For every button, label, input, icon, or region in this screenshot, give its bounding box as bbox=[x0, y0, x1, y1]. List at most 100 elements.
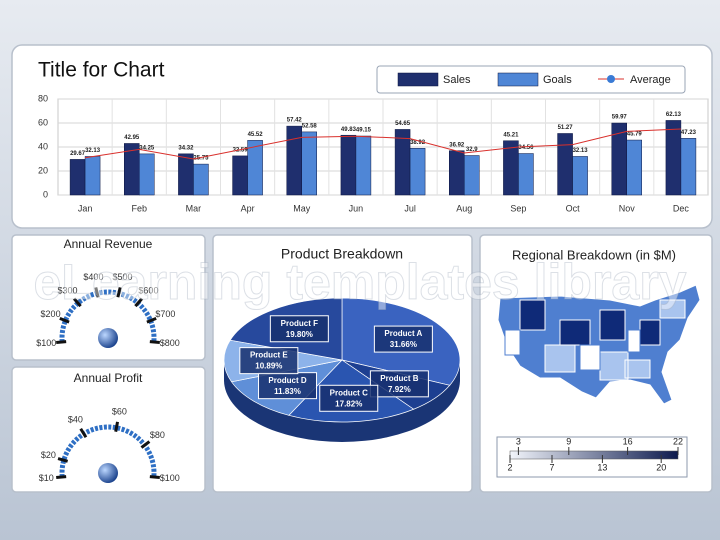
x-tick-label: Oct bbox=[566, 203, 581, 213]
data-label-box bbox=[319, 384, 379, 412]
bar bbox=[301, 131, 317, 196]
x-tick-label: Jan bbox=[78, 203, 93, 213]
value-label: 38.92 bbox=[410, 140, 426, 146]
category-label: Product C bbox=[330, 388, 368, 397]
gauge-tick-label: $400 bbox=[83, 272, 103, 282]
value-label: 45.52 bbox=[248, 132, 264, 138]
map-title: Regional Breakdown (in $M) bbox=[512, 247, 676, 262]
x-tick-label: Apr bbox=[241, 203, 255, 213]
x-tick-label: May bbox=[293, 203, 311, 213]
gauge-tick-label: $600 bbox=[138, 285, 158, 295]
value-label: 52.58 bbox=[302, 123, 318, 129]
value-label: 32.59 bbox=[233, 147, 249, 153]
gauge-title: Annual Profit bbox=[74, 371, 143, 385]
watermark: eLearning templates library bbox=[33, 254, 686, 310]
color-scale-label: 20 bbox=[656, 462, 666, 472]
color-scale-label: 13 bbox=[597, 462, 607, 472]
legend-swatch bbox=[497, 72, 539, 87]
data-label-box bbox=[369, 370, 429, 398]
gauge-bulb bbox=[98, 463, 118, 483]
value-label: 29.67 bbox=[70, 151, 86, 157]
bar bbox=[665, 120, 682, 196]
x-tick-label: Feb bbox=[131, 203, 147, 213]
bar bbox=[449, 150, 465, 196]
gauge-tick-label: $60 bbox=[112, 406, 127, 416]
category-label: Product F bbox=[281, 319, 318, 328]
x-tick-label: Dec bbox=[673, 203, 690, 213]
color-scale-label: 16 bbox=[623, 436, 633, 446]
bar bbox=[193, 163, 209, 196]
category-label: Product A bbox=[384, 329, 422, 338]
y-tick-label: 80 bbox=[38, 93, 48, 103]
value-label: 11.83% bbox=[274, 387, 301, 396]
data-label-box bbox=[373, 325, 433, 353]
bar bbox=[680, 138, 697, 196]
bar bbox=[139, 153, 155, 196]
bar bbox=[247, 140, 263, 196]
x-tick-label: Jun bbox=[349, 203, 364, 213]
gauge-tick-label: $200 bbox=[41, 309, 61, 319]
legend-swatch bbox=[397, 72, 439, 87]
value-label: 59.97 bbox=[612, 115, 628, 121]
gauge-tick bbox=[146, 317, 157, 324]
legend-swatch bbox=[607, 75, 615, 83]
value-label: 49.15 bbox=[356, 128, 372, 134]
x-tick-label: Aug bbox=[456, 203, 472, 213]
value-label: 45.79 bbox=[627, 132, 643, 138]
gauge-tick-label: $700 bbox=[155, 309, 175, 319]
gauge-tick bbox=[56, 340, 67, 345]
value-label: 25.75 bbox=[193, 156, 209, 162]
gauge-tick-label: $40 bbox=[68, 415, 83, 425]
value-label: 19.80% bbox=[286, 330, 313, 339]
bar bbox=[464, 155, 480, 196]
gauge-tick bbox=[72, 297, 82, 308]
gauge-tick bbox=[57, 457, 69, 463]
legend-label: Average bbox=[630, 74, 671, 86]
bar bbox=[232, 155, 248, 196]
gauge-tick-label: $800 bbox=[160, 338, 180, 348]
color-scale-label: 9 bbox=[566, 436, 571, 446]
gauge-tick bbox=[94, 287, 100, 298]
value-label: 49.83 bbox=[341, 127, 357, 133]
value-label: 32.13 bbox=[85, 148, 101, 154]
bar bbox=[409, 148, 426, 196]
gauge-tick bbox=[149, 475, 160, 480]
value-label: 45.21 bbox=[503, 132, 519, 138]
gauge-tick-label: $500 bbox=[113, 272, 133, 282]
bar bbox=[557, 133, 573, 196]
gauge-tick-label: $20 bbox=[41, 450, 56, 460]
y-tick-label: 20 bbox=[38, 165, 48, 175]
gauge-tick-label: $300 bbox=[58, 285, 78, 295]
value-label: 57.42 bbox=[287, 118, 303, 124]
gauge-tick-label: $100 bbox=[160, 473, 180, 483]
value-label: 32.9 bbox=[466, 147, 478, 153]
gauge-tick-label: $100 bbox=[36, 338, 56, 348]
gauge-tick bbox=[149, 340, 160, 345]
color-scale-label: 22 bbox=[673, 436, 683, 446]
value-label: 36.92 bbox=[449, 142, 465, 148]
legend-label: Sales bbox=[443, 74, 471, 86]
value-label: 42.95 bbox=[124, 135, 140, 141]
value-label: 10.89% bbox=[255, 362, 282, 371]
bar bbox=[340, 134, 357, 196]
value-label: 32.13 bbox=[573, 148, 589, 154]
value-label: 17.82% bbox=[335, 399, 362, 408]
legend-label: Goals bbox=[543, 74, 572, 86]
color-scale-label: 2 bbox=[507, 462, 512, 472]
bar bbox=[286, 125, 302, 196]
map-region bbox=[504, 329, 641, 371]
chart-title: Title for Chart bbox=[38, 59, 165, 82]
bar bbox=[69, 159, 86, 196]
category-label: Product B bbox=[380, 374, 418, 383]
color-scale-label: 3 bbox=[516, 436, 521, 446]
category-label: Product D bbox=[268, 376, 306, 385]
bar bbox=[84, 156, 101, 196]
y-tick-label: 40 bbox=[38, 141, 48, 151]
us-map bbox=[497, 284, 701, 405]
bar bbox=[355, 135, 372, 196]
gauge-tick bbox=[116, 287, 122, 298]
x-tick-label: Mar bbox=[186, 203, 202, 213]
bar bbox=[518, 153, 534, 196]
